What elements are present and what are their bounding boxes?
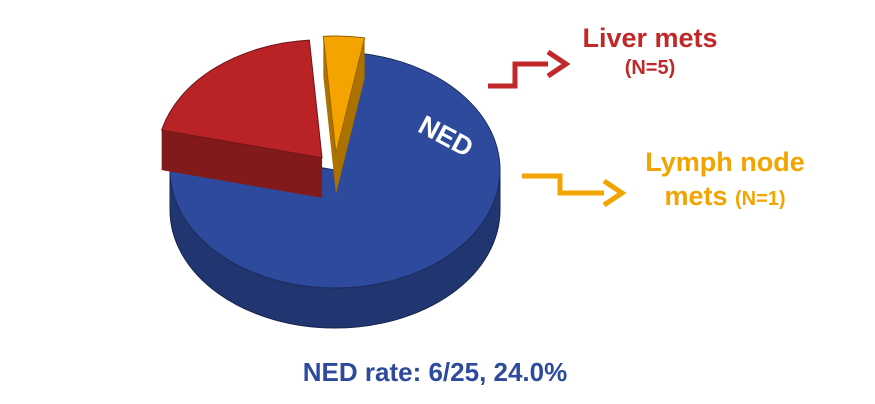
slice-wall bbox=[335, 37, 365, 195]
value-label: (N=1) bbox=[734, 187, 786, 210]
arrow bbox=[488, 61, 548, 89]
slice-label: Lymph node mets (N=1) bbox=[625, 146, 825, 214]
slice-label: Liver mets (N=5) bbox=[560, 22, 740, 81]
category-label: Lymph node mets bbox=[645, 147, 805, 211]
caption: NED rate: 6/25, 24.0% bbox=[302, 357, 568, 387]
arrow-head bbox=[546, 49, 571, 79]
slice bbox=[161, 39, 323, 159]
category-label: Liver mets bbox=[582, 23, 718, 53]
slice bbox=[322, 35, 366, 155]
slice-wall bbox=[323, 36, 336, 195]
value-label: (N=5) bbox=[624, 56, 676, 79]
arrow bbox=[522, 173, 604, 196]
slice-wall bbox=[161, 130, 323, 198]
arrow-head bbox=[602, 178, 627, 208]
